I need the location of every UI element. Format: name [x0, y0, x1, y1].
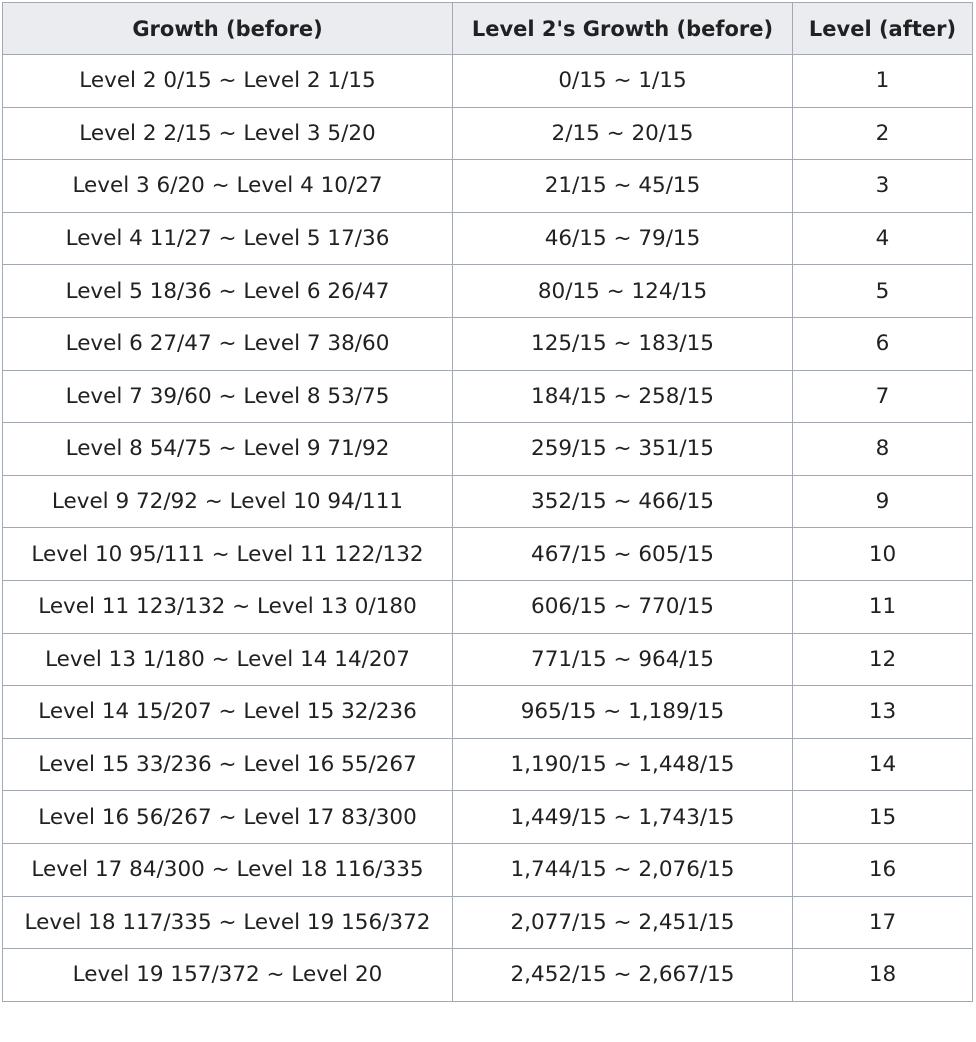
cell-level-after: 8	[792, 422, 973, 476]
header-growth-before: Growth (before)	[2, 2, 453, 55]
table-row: Level 2 0/15 ~ Level 2 1/15 0/15 ~ 1/15 1	[2, 54, 973, 108]
table-row: Level 18 117/335 ~ Level 19 156/372 2,077…	[2, 895, 973, 950]
cell-growth-before: Level 5 18/36 ~ Level 6 26/47	[2, 264, 453, 318]
cell-level2-growth-before: 771/15 ~ 964/15	[452, 632, 793, 687]
table-row: Level 19 157/372 ~ Level 20 2,452/15 ~ 2,…	[2, 948, 973, 1002]
cell-level2-growth-before: 2,452/15 ~ 2,667/15	[452, 948, 793, 1002]
cell-level2-growth-before: 352/15 ~ 466/15	[452, 474, 793, 529]
cell-growth-before: Level 6 27/47 ~ Level 7 38/60	[2, 316, 453, 371]
cell-level-after: 6	[792, 316, 973, 371]
table-row: Level 9 72/92 ~ Level 10 94/111 352/15 ~ …	[2, 474, 973, 529]
cell-level-after: 18	[792, 948, 973, 1002]
cell-level-after: 16	[792, 842, 973, 897]
cell-level2-growth-before: 259/15 ~ 351/15	[452, 422, 793, 476]
table-row: Level 17 84/300 ~ Level 18 116/335 1,744/…	[2, 842, 973, 897]
table-body: Level 2 0/15 ~ Level 2 1/15 0/15 ~ 1/15 1 L…	[2, 54, 973, 1002]
cell-growth-before: Level 14 15/207 ~ Level 15 32/236	[2, 685, 453, 739]
cell-level2-growth-before: 1,449/15 ~ 1,743/15	[452, 790, 793, 844]
cell-growth-before: Level 8 54/75 ~ Level 9 71/92	[2, 422, 453, 476]
cell-growth-before: Level 15 33/236 ~ Level 16 55/267	[2, 737, 453, 792]
cell-level2-growth-before: 606/15 ~ 770/15	[452, 579, 793, 634]
cell-level-after: 15	[792, 790, 973, 844]
cell-level-after: 9	[792, 474, 973, 529]
cell-growth-before: Level 4 11/27 ~ Level 5 17/36	[2, 211, 453, 266]
cell-level2-growth-before: 46/15 ~ 79/15	[452, 211, 793, 266]
cell-growth-before: Level 2 2/15 ~ Level 3 5/20	[2, 106, 453, 161]
table-row: Level 5 18/36 ~ Level 6 26/47 80/15 ~ 124…	[2, 264, 973, 318]
cell-growth-before: Level 10 95/111 ~ Level 11 122/132	[2, 527, 453, 581]
table-row: Level 6 27/47 ~ Level 7 38/60 125/15 ~ 18…	[2, 316, 973, 371]
cell-level-after: 10	[792, 527, 973, 581]
cell-level2-growth-before: 965/15 ~ 1,189/15	[452, 685, 793, 739]
cell-growth-before: Level 19 157/372 ~ Level 20	[2, 948, 453, 1002]
table-row: Level 3 6/20 ~ Level 4 10/27 21/15 ~ 45/1…	[2, 159, 973, 213]
cell-level-after: 11	[792, 579, 973, 634]
cell-growth-before: Level 13 1/180 ~ Level 14 14/207	[2, 632, 453, 687]
table-row: Level 11 123/132 ~ Level 13 0/180 606/15 …	[2, 579, 973, 634]
cell-growth-before: Level 16 56/267 ~ Level 17 83/300	[2, 790, 453, 844]
cell-level2-growth-before: 21/15 ~ 45/15	[452, 159, 793, 213]
cell-growth-before: Level 17 84/300 ~ Level 18 116/335	[2, 842, 453, 897]
cell-level-after: 12	[792, 632, 973, 687]
table-row: Level 14 15/207 ~ Level 15 32/236 965/15 …	[2, 685, 973, 739]
cell-level2-growth-before: 184/15 ~ 258/15	[452, 369, 793, 424]
cell-level2-growth-before: 2/15 ~ 20/15	[452, 106, 793, 161]
cell-growth-before: Level 18 117/335 ~ Level 19 156/372	[2, 895, 453, 950]
cell-level2-growth-before: 80/15 ~ 124/15	[452, 264, 793, 318]
cell-level2-growth-before: 1,190/15 ~ 1,448/15	[452, 737, 793, 792]
table-row: Level 2 2/15 ~ Level 3 5/20 2/15 ~ 20/15 2	[2, 106, 973, 161]
cell-level-after: 17	[792, 895, 973, 950]
cell-level-after: 4	[792, 211, 973, 266]
cell-level-after: 5	[792, 264, 973, 318]
table-row: Level 16 56/267 ~ Level 17 83/300 1,449/1…	[2, 790, 973, 844]
header-level-after: Level (after)	[792, 2, 973, 55]
cell-level2-growth-before: 467/15 ~ 605/15	[452, 527, 793, 581]
cell-level-after: 13	[792, 685, 973, 739]
cell-level2-growth-before: 0/15 ~ 1/15	[452, 54, 793, 108]
cell-level2-growth-before: 1,744/15 ~ 2,076/15	[452, 842, 793, 897]
cell-level-after: 3	[792, 159, 973, 213]
cell-level-after: 1	[792, 54, 973, 108]
cell-level-after: 2	[792, 106, 973, 161]
cell-level-after: 14	[792, 737, 973, 792]
header-row: Growth (before) Level 2's Growth (before…	[2, 2, 973, 55]
cell-level2-growth-before: 2,077/15 ~ 2,451/15	[452, 895, 793, 950]
cell-level-after: 7	[792, 369, 973, 424]
header-level2-growth-before: Level 2's Growth (before)	[452, 2, 793, 55]
cell-growth-before: Level 11 123/132 ~ Level 13 0/180	[2, 579, 453, 634]
cell-growth-before: Level 3 6/20 ~ Level 4 10/27	[2, 159, 453, 213]
cell-growth-before: Level 9 72/92 ~ Level 10 94/111	[2, 474, 453, 529]
cell-growth-before: Level 7 39/60 ~ Level 8 53/75	[2, 369, 453, 424]
table-row: Level 4 11/27 ~ Level 5 17/36 46/15 ~ 79/…	[2, 211, 973, 266]
table-row: Level 10 95/111 ~ Level 11 122/132 467/15…	[2, 527, 973, 581]
table-header: Growth (before) Level 2's Growth (before…	[2, 2, 973, 55]
table-row: Level 15 33/236 ~ Level 16 55/267 1,190/1…	[2, 737, 973, 792]
table-row: Level 13 1/180 ~ Level 14 14/207 771/15 ~…	[2, 632, 973, 687]
table-row: Level 8 54/75 ~ Level 9 71/92 259/15 ~ 35…	[2, 422, 973, 476]
growth-table-container: Growth (before) Level 2's Growth (before…	[2, 2, 973, 1002]
growth-level-table: Growth (before) Level 2's Growth (before…	[2, 2, 973, 1002]
cell-level2-growth-before: 125/15 ~ 183/15	[452, 316, 793, 371]
table-row: Level 7 39/60 ~ Level 8 53/75 184/15 ~ 25…	[2, 369, 973, 424]
cell-growth-before: Level 2 0/15 ~ Level 2 1/15	[2, 54, 453, 108]
